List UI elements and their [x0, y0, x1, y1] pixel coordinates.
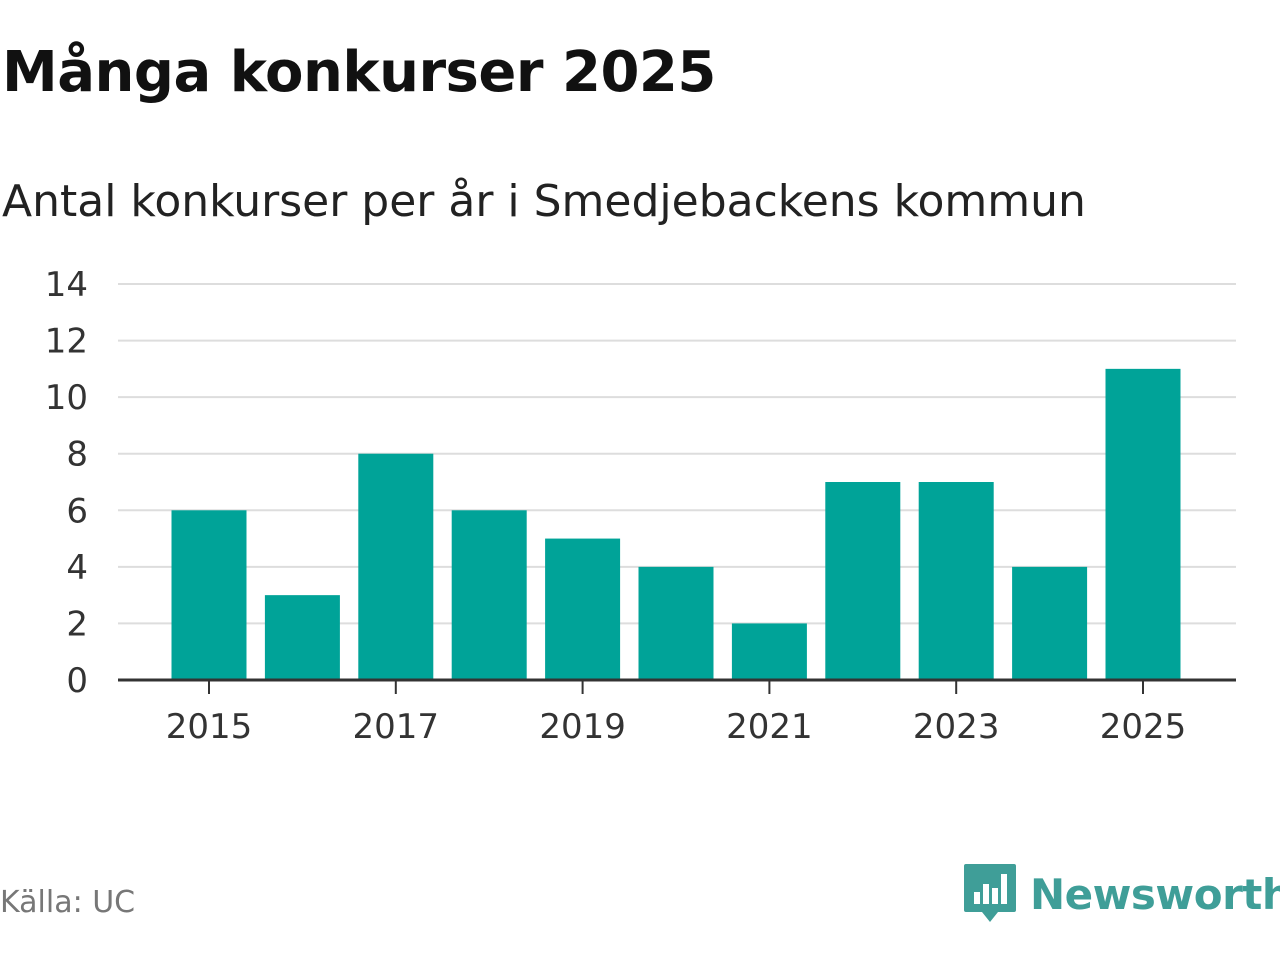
bar-2017: [358, 453, 434, 680]
y-tick-label: 6: [66, 491, 88, 531]
x-tick-label: 2019: [539, 707, 626, 747]
y-tick-label: 0: [66, 661, 88, 701]
source-note: Källa: UC: [0, 885, 136, 920]
bar-2015: [171, 510, 247, 680]
y-tick-label: 2: [66, 604, 88, 644]
bar-2016: [264, 595, 340, 680]
x-tick-label: 2015: [166, 707, 253, 747]
bar-2018: [451, 510, 527, 680]
y-tick-label: 8: [66, 435, 88, 475]
chart-title: Många konkurser 2025: [2, 40, 716, 105]
y-tick-label: 12: [45, 322, 88, 362]
bar-2019: [545, 538, 621, 680]
bar-chart: 0 2 4 6 8 10 12 14 2015 2017 2019 2021 2023 2025: [45, 265, 1236, 747]
brand-logo: Newsworthy: [962, 862, 1280, 926]
y-tick-label: 10: [45, 378, 88, 418]
y-tick-label: 14: [45, 265, 88, 305]
bars: [171, 368, 1181, 680]
x-tick-label: 2017: [353, 707, 440, 747]
y-tick-label: 4: [66, 548, 88, 588]
brand-name: Newsworthy: [1030, 869, 1280, 919]
bar-2020: [638, 566, 714, 680]
bar-2025: [1105, 368, 1181, 680]
axes: 0 2 4 6 8 10 12 14 2015 2017 2019 2021 2023 2025: [45, 265, 1236, 747]
x-tick-label: 2023: [913, 707, 1000, 747]
bar-2022: [825, 482, 901, 680]
x-tick-label: 2021: [726, 707, 813, 747]
chart-subtitle: Antal konkurser per år i Smedjebackens k…: [2, 176, 1086, 227]
x-tick-label: 2025: [1100, 707, 1187, 747]
bar-2023: [918, 482, 994, 680]
bar-2024: [1012, 566, 1088, 680]
newsworthy-logo-icon: [964, 864, 1016, 922]
bar-2021: [731, 623, 807, 680]
